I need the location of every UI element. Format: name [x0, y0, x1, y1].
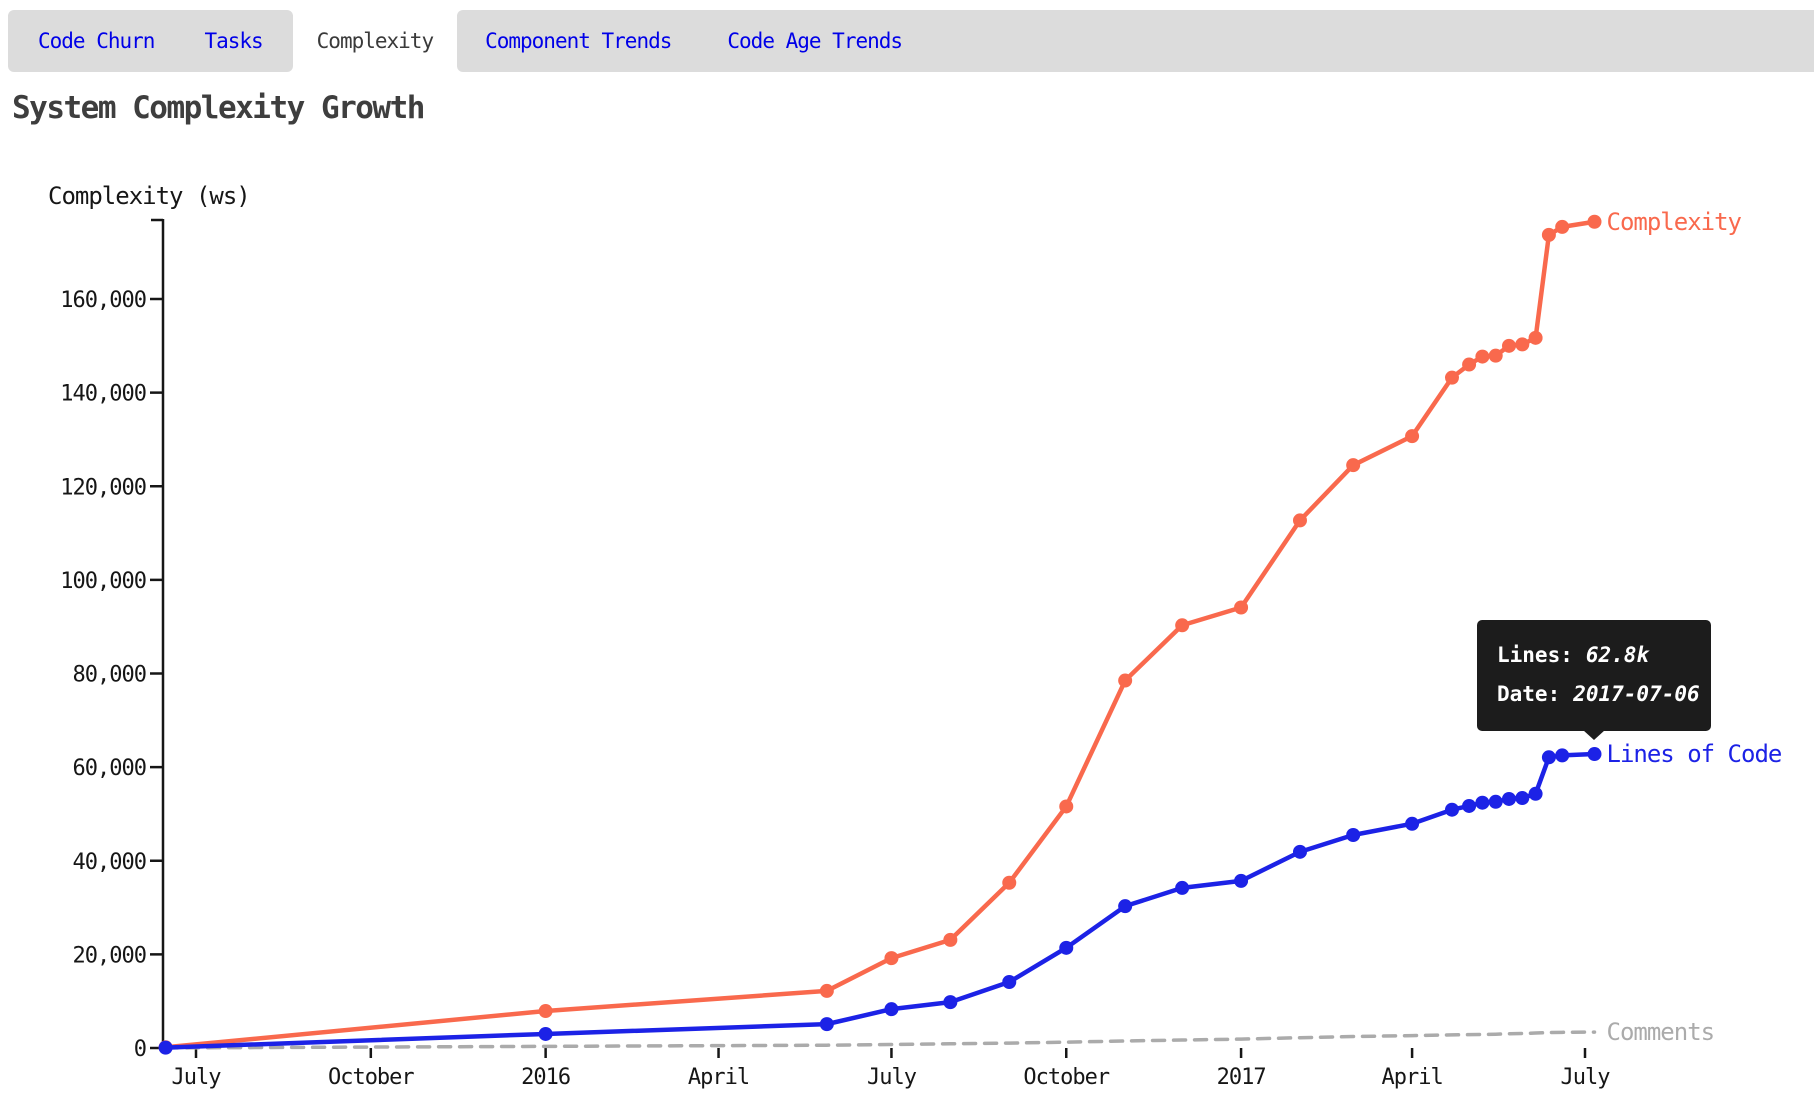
lines-of-code-point[interactable]: [819, 1017, 834, 1032]
x-tick-label: October: [328, 1065, 414, 1090]
lines-of-code-point[interactable]: [1292, 844, 1307, 859]
complexity-point[interactable]: [1002, 875, 1017, 890]
complexity-point[interactable]: [1292, 513, 1307, 528]
lines-of-code-point[interactable]: [1405, 816, 1420, 831]
complexity-point[interactable]: [1059, 799, 1074, 814]
lines-of-code-point[interactable]: [1118, 899, 1133, 914]
series-label-complexity: Complexity: [1607, 208, 1742, 236]
lines-of-code-point[interactable]: [1002, 974, 1017, 989]
lines-of-code-point[interactable]: [1501, 791, 1516, 806]
y-axis-title: Complexity (ws): [48, 182, 251, 210]
lines-of-code-point[interactable]: [1059, 940, 1074, 955]
y-tick-label: 80,000: [73, 663, 146, 688]
tab-group-right: Component Trends Code Age Trends: [457, 10, 1814, 72]
lines-of-code-point[interactable]: [1462, 798, 1477, 813]
tab-complexity[interactable]: Complexity: [316, 29, 434, 53]
tab-group-left: Code Churn Tasks: [8, 10, 293, 72]
complexity-point[interactable]: [1118, 673, 1133, 688]
complexity-point[interactable]: [1541, 227, 1556, 242]
tooltip-lines-value: 62.8k: [1585, 643, 1650, 667]
y-tick-label: 120,000: [60, 475, 146, 500]
lines-of-code-point[interactable]: [1555, 748, 1570, 763]
lines-of-code-point[interactable]: [1475, 795, 1490, 810]
y-tick-label: 100,000: [60, 569, 146, 594]
tooltip-date-value: 2017-07-06: [1573, 682, 1700, 706]
lines-of-code-point[interactable]: [1234, 873, 1249, 888]
y-axis: 0 20,000 40,000 60,000 80,000 100,000 120,000 1…: [60, 218, 165, 1062]
x-tick-label: April: [688, 1065, 749, 1090]
y-tick-label: 20,000: [73, 943, 146, 968]
lines-of-code-point[interactable]: [884, 1002, 899, 1017]
lines-of-code-point[interactable]: [1175, 880, 1190, 895]
x-tick-label: July: [172, 1065, 222, 1090]
tab-code-age-trends[interactable]: Code Age Trends: [727, 29, 903, 53]
complexity-point[interactable]: [1405, 429, 1420, 444]
complexity-point[interactable]: [1555, 219, 1570, 234]
lines-of-code-point[interactable]: [1488, 794, 1503, 809]
series-lines: [158, 214, 1602, 1055]
tab-code-churn[interactable]: Code Churn: [38, 29, 155, 53]
series-label-comments: Comments: [1607, 1018, 1715, 1046]
x-tick-label: October: [1023, 1065, 1109, 1090]
complexity-point[interactable]: [1234, 600, 1249, 615]
comments-line: [163, 1030, 1597, 1050]
complexity-point[interactable]: [1488, 348, 1503, 363]
active-tab-panel: Complexity: [292, 10, 458, 72]
complexity-point[interactable]: [538, 1004, 553, 1019]
complexity-point[interactable]: [884, 951, 899, 966]
tab-tasks[interactable]: Tasks: [204, 29, 263, 53]
lines-of-code-point[interactable]: [1444, 802, 1459, 817]
y-tick-label: 0: [134, 1037, 146, 1062]
x-tick-label: April: [1381, 1065, 1442, 1090]
lines-of-code-point[interactable]: [158, 1040, 173, 1055]
series-label-lines-of-code: Lines of Code: [1607, 740, 1782, 768]
complexity-point[interactable]: [1175, 618, 1190, 633]
complexity-point[interactable]: [1462, 357, 1477, 372]
complexity-point[interactable]: [1501, 338, 1516, 353]
y-tick-label: 60,000: [73, 756, 146, 781]
x-axis: July October 2016 April July October 2017 April…: [172, 1048, 1611, 1090]
lines-of-code-point[interactable]: [1528, 786, 1543, 801]
complexity-point[interactable]: [1444, 370, 1459, 385]
complexity-point[interactable]: [1587, 214, 1602, 229]
series-end-labels: Comments Complexity Lines of Code: [1607, 208, 1783, 1046]
tooltip-lines-row: Lines: 62.8k: [1497, 636, 1711, 675]
complexity-line: [163, 219, 1597, 1050]
lines-of-code-point[interactable]: [538, 1026, 553, 1041]
lines-of-code-line: [163, 751, 1597, 1050]
page-title: System Complexity Growth: [12, 90, 425, 126]
lines-of-code-point[interactable]: [1515, 791, 1530, 806]
x-tick-label: 2016: [521, 1065, 570, 1090]
tooltip-date-label: Date:: [1497, 682, 1561, 706]
complexity-point[interactable]: [943, 932, 958, 947]
complexity-point[interactable]: [1515, 337, 1530, 352]
complexity-point[interactable]: [1528, 330, 1543, 345]
hover-tooltip: Lines: 62.8k Date: 2017-07-06: [1477, 620, 1711, 731]
complexity-point[interactable]: [1475, 349, 1490, 364]
lines-of-code-point[interactable]: [1346, 828, 1361, 843]
complexity-point[interactable]: [819, 983, 834, 998]
y-tick-label: 160,000: [60, 288, 146, 313]
x-tick-label: July: [867, 1065, 917, 1090]
x-tick-label: July: [1561, 1065, 1611, 1090]
x-tick-label: 2017: [1217, 1065, 1266, 1090]
lines-of-code-point[interactable]: [943, 995, 958, 1010]
complexity-point[interactable]: [1346, 458, 1361, 473]
tooltip-lines-label: Lines:: [1497, 643, 1573, 667]
tooltip-date-row: Date: 2017-07-06: [1497, 675, 1711, 714]
tab-bar: Code Churn Tasks Complexity Component Tre…: [8, 10, 1814, 72]
lines-of-code-point[interactable]: [1541, 750, 1556, 765]
lines-of-code-point[interactable]: [1587, 747, 1602, 762]
y-tick-label: 40,000: [73, 850, 146, 875]
tab-component-trends[interactable]: Component Trends: [485, 29, 672, 53]
y-tick-label: 140,000: [60, 382, 146, 407]
